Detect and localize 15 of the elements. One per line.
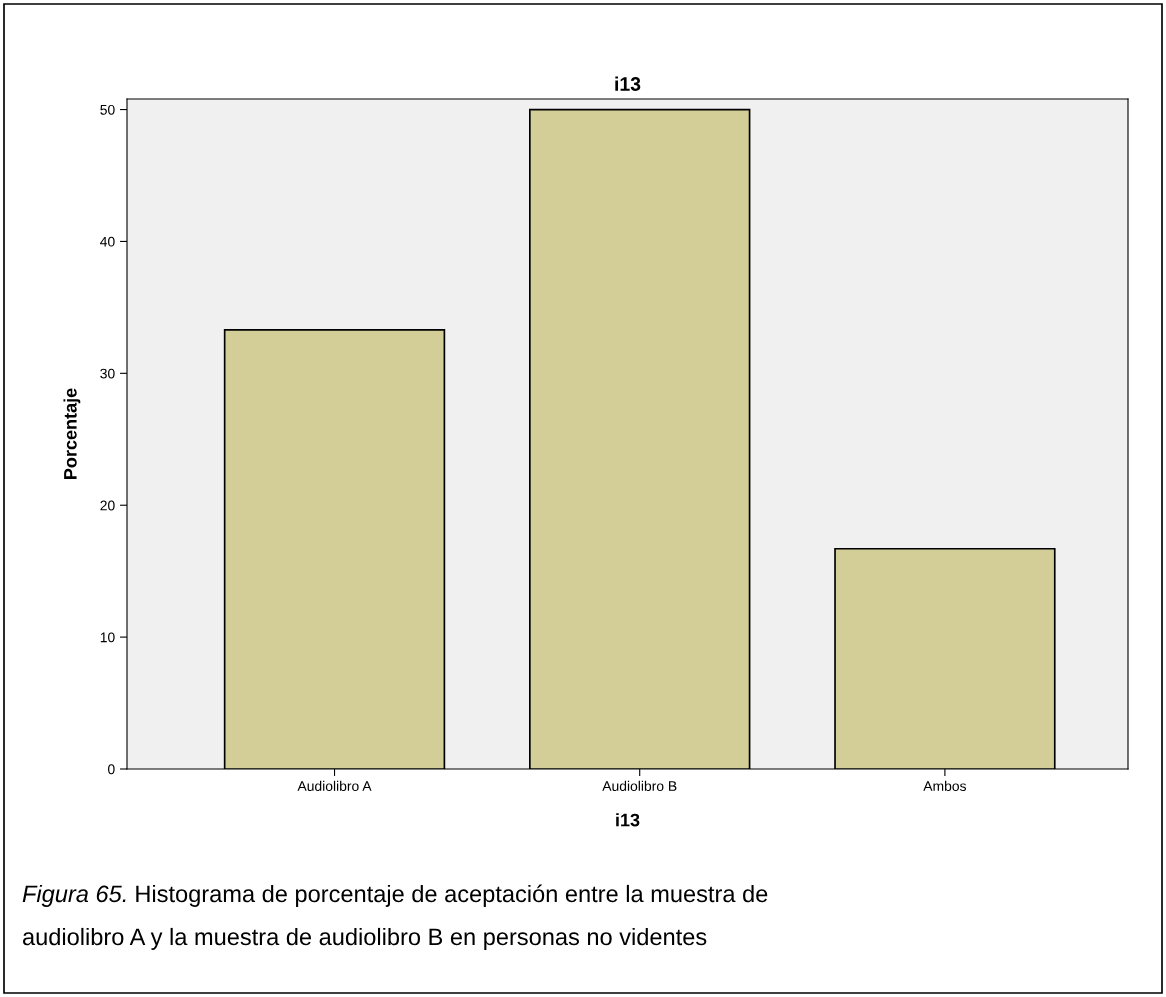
chart-title: i13 xyxy=(615,76,641,91)
text: audiolibro A y la muestra de audiolibro B en personas no videntes xyxy=(23,927,707,950)
x-tick-label: Ambos xyxy=(923,780,966,792)
x-tick-label: Audiolibro B xyxy=(602,780,677,792)
y-tick-label: 40 xyxy=(100,236,115,247)
x-axis-title: i13 xyxy=(616,813,640,827)
y-tick-label: 20 xyxy=(100,500,115,511)
y-tick-label: 10 xyxy=(100,632,115,643)
y-tick-label: 0 xyxy=(108,764,115,775)
x-tick-label: Audiolibro A xyxy=(297,780,372,792)
y-tick-label: 50 xyxy=(100,104,115,115)
y-tick-label: 30 xyxy=(100,368,115,379)
text: Histograma de porcentaje de aceptación entre la muestra de xyxy=(136,884,768,907)
text: Figura 65. xyxy=(22,884,126,907)
y-axis-title: Porcentaje xyxy=(63,388,81,479)
